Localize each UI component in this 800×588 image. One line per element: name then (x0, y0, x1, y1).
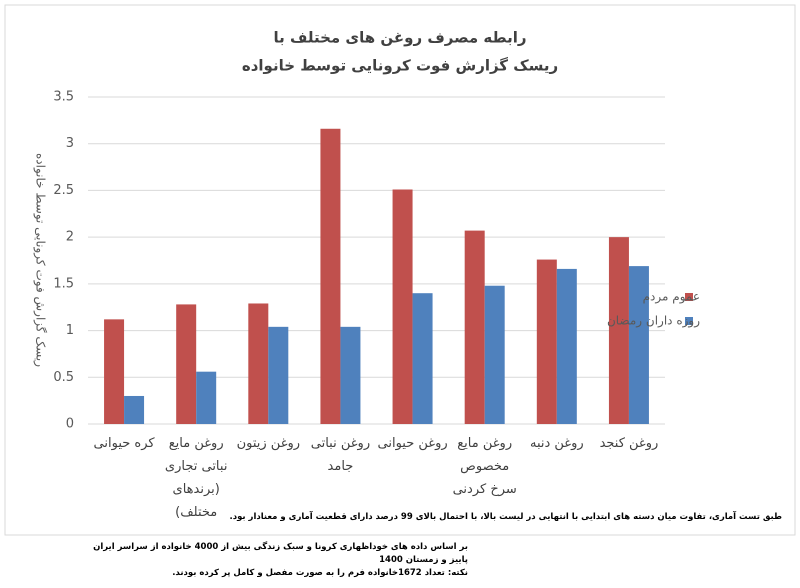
legend-label: روزه داران رمضان (607, 314, 700, 329)
bar (176, 304, 197, 424)
chart-border (4, 4, 796, 536)
bar (340, 326, 361, 424)
bar (536, 259, 557, 424)
note: بر اساس داده های خوداظهاری کرونا و سبک ز… (93, 542, 468, 552)
bar (484, 285, 505, 424)
bar (556, 268, 577, 424)
bar (464, 230, 485, 424)
x-tick-label: کره حیوانی (93, 436, 155, 451)
bar (392, 189, 413, 424)
x-tick-label: روغن نباتی جامد (310, 436, 371, 474)
x-tick-label: روغن دنبه (529, 436, 584, 451)
y-tick-label: 0.5 (53, 370, 74, 385)
y-tick-label: 2 (66, 230, 74, 245)
x-tick-label: روغن زیتون (236, 436, 301, 451)
y-axis-label: ریسک گزارش فوت کرونایی توسط خانواده (33, 153, 48, 367)
legend-swatch (685, 317, 693, 325)
x-tick-label: روغن حیوانی (377, 436, 448, 451)
legend-label: عموم مردم (643, 290, 700, 305)
y-tick-label: 0 (66, 417, 74, 432)
y-tick-label: 3.5 (53, 90, 74, 105)
bar (248, 303, 269, 424)
bar (608, 237, 629, 424)
bar (104, 319, 125, 424)
bar (196, 371, 217, 424)
chart-title: ریسک گزارش فوت کرونایی توسط خانواده (242, 57, 558, 75)
bar (268, 326, 289, 424)
y-tick-label: 3 (66, 136, 74, 151)
y-tick-label: 2.5 (53, 183, 74, 198)
y-tick-label: 1 (66, 323, 74, 338)
bar (320, 128, 341, 424)
note: طبق تست آماری، تفاوت میان دسته های ابتدا… (229, 512, 782, 522)
y-tick-label: 1.5 (53, 276, 74, 291)
x-tick-label: روغن کنجد (599, 436, 659, 451)
bar (124, 395, 145, 424)
chart-title: رابطه مصرف روغن های مختلف با (273, 29, 526, 47)
note: نکته: تعداد 1672خانواده فرم را به صورت م… (172, 568, 468, 578)
note: پاییز و زمستان 1400 (379, 555, 468, 565)
x-tick-label: روغن مایع نباتی تجاری (برندهای مختلف) (164, 436, 228, 520)
legend-swatch (685, 293, 693, 301)
bar (628, 266, 649, 424)
x-tick-label: روغن مایع مخصوص سرخ کردنی (452, 436, 517, 497)
bar (412, 293, 433, 424)
